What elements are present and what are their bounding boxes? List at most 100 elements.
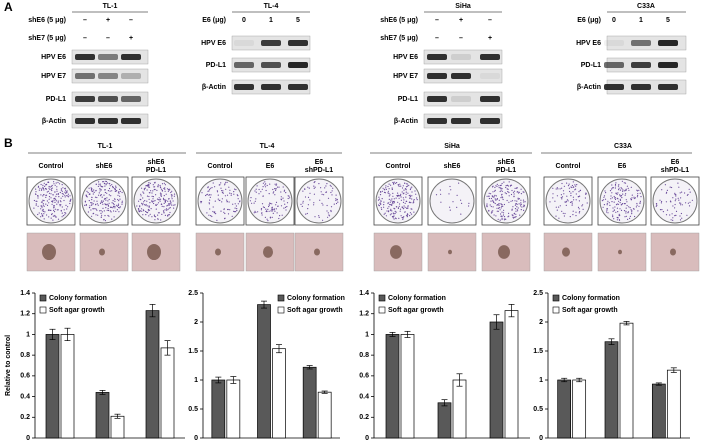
colony-dot (662, 211, 665, 213)
condition-mark: – (83, 35, 87, 42)
colony-dot (268, 205, 270, 208)
colony-dot (634, 215, 636, 218)
condition-label: Control (39, 163, 64, 170)
colony-dot (606, 209, 608, 211)
colony-dot (47, 209, 50, 211)
colony-dot (97, 204, 99, 206)
colony-dot (55, 182, 57, 184)
colony-dot (402, 217, 404, 219)
colony-dot (67, 195, 69, 197)
colony-dot (520, 199, 522, 201)
colony-dot (616, 219, 619, 221)
colony-dot (517, 197, 519, 199)
colony-dot (112, 186, 114, 188)
colony-dot (626, 204, 628, 207)
colony-dot (48, 185, 50, 188)
colony-dot (561, 182, 563, 185)
colony-dot (143, 188, 145, 190)
colony-dot (152, 190, 154, 192)
colony-dot (157, 184, 159, 186)
colony-dot (143, 201, 145, 203)
colony-dot (153, 200, 155, 202)
colony-dot (398, 205, 400, 207)
colony-dot (313, 204, 315, 206)
colony-dot (159, 200, 161, 202)
colony-dot (154, 200, 156, 202)
colony-dot (208, 203, 210, 205)
colony-dot (385, 215, 387, 217)
colony-dot (557, 188, 559, 190)
colony-dot (114, 198, 116, 200)
colony-dot (220, 182, 222, 184)
colony-dot (387, 185, 389, 188)
colony-dot (618, 213, 620, 215)
bar (400, 334, 415, 439)
colony-dot (117, 203, 120, 205)
colony-dot (326, 183, 328, 185)
colony-dot (627, 218, 629, 220)
colony-dot (93, 208, 95, 210)
colony-dot (66, 190, 68, 192)
colony-dot (387, 207, 389, 209)
colony-dot (625, 212, 627, 214)
colony-dot (88, 200, 90, 202)
colony-dot (331, 194, 333, 196)
colony-dot (555, 215, 557, 217)
y-tick-label: 2 (539, 319, 543, 326)
colony-dot (119, 188, 121, 190)
colony-dot (383, 201, 385, 203)
blot-band (121, 118, 141, 124)
colony-dot (661, 200, 663, 203)
colony-dot (148, 206, 150, 208)
colony-dot (615, 211, 617, 213)
colony-dot (395, 211, 397, 213)
colony-dot (114, 205, 116, 207)
colony-dot (163, 210, 165, 212)
error-bar (655, 382, 662, 386)
soft-agar-image (650, 232, 700, 272)
colony-dot (102, 200, 104, 202)
condition-label: shE6 (498, 159, 515, 166)
colony-dot (579, 195, 581, 197)
colony-dot (98, 194, 100, 196)
bar (211, 379, 226, 439)
colony-dot (314, 181, 316, 183)
colony-dot (221, 191, 223, 194)
colony-dot (108, 215, 110, 217)
colony-dot (499, 184, 502, 187)
colony-dot (114, 190, 116, 192)
colony-dot (54, 191, 56, 193)
colony-dot (284, 206, 287, 208)
colony-dot (585, 192, 587, 194)
colony-dot (407, 214, 409, 216)
colony-dot (440, 201, 442, 203)
soft-agar-colony (147, 243, 161, 261)
colony-dot (217, 198, 219, 200)
colony-dot (383, 191, 386, 193)
colony-dot (326, 210, 328, 212)
colony-dot (501, 205, 503, 207)
blot-band (631, 62, 651, 68)
colony-dot (170, 191, 172, 194)
colony-dot (220, 210, 222, 212)
colony-dot (62, 187, 64, 189)
colony-dot (152, 184, 154, 186)
colony-dot (576, 184, 578, 186)
colony-dot (563, 193, 565, 195)
colony-dot (119, 195, 121, 197)
error-bar (321, 390, 328, 394)
colony-dot (99, 210, 101, 212)
colony-dot (618, 184, 620, 186)
colony-dot (233, 191, 235, 193)
colony-dot (63, 209, 65, 211)
colony-dot (255, 188, 257, 190)
colony-dot (577, 206, 580, 208)
condition-label: E6 (671, 159, 680, 166)
colony-dot (572, 196, 575, 198)
colony-dot (47, 181, 49, 183)
colony-dot (515, 213, 517, 215)
colony-dot (407, 206, 409, 208)
colony-dot (511, 200, 514, 202)
colony-dot (492, 185, 494, 187)
